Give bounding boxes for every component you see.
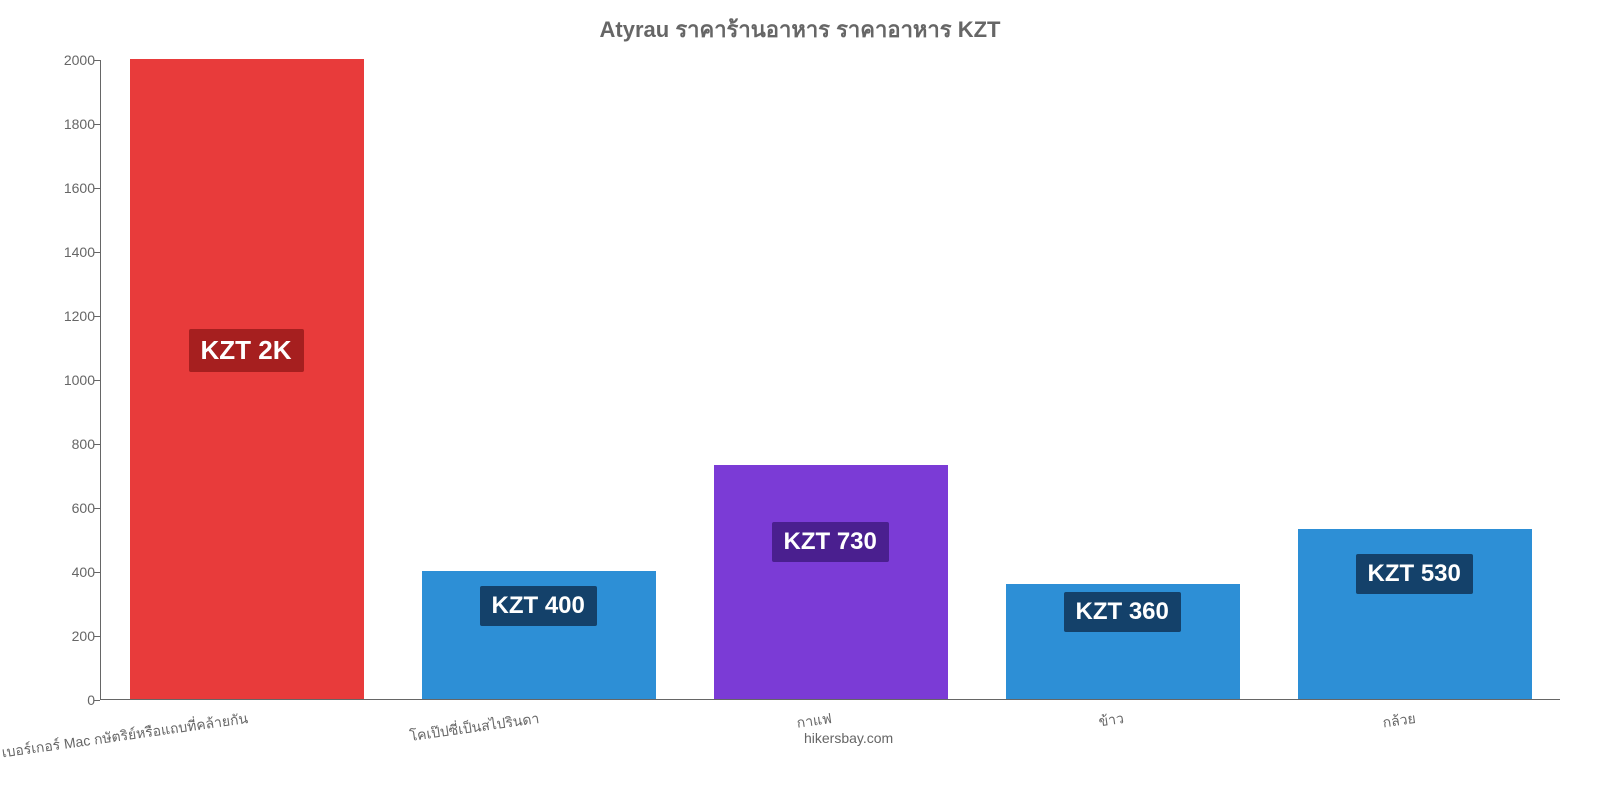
bar-value-badge: KZT 360 bbox=[1064, 592, 1181, 632]
x-axis-label: กล้วย bbox=[1381, 708, 1417, 734]
y-tick-label: 200 bbox=[45, 628, 95, 644]
plot-area bbox=[100, 60, 1560, 700]
chart-container: Atyrau ราคาร้านอาหาร ราคาอาหาร KZT 0 200 4… bbox=[0, 0, 1600, 800]
x-axis-label: เบอร์เกอร์ Mac กษัตริย์หรือแถบที่คล้ายกั… bbox=[0, 708, 249, 764]
y-tick-label: 0 bbox=[45, 692, 95, 708]
chart-title: Atyrau ราคาร้านอาหาร ราคาอาหาร KZT bbox=[0, 12, 1600, 47]
y-tick-label: 800 bbox=[45, 436, 95, 452]
y-tick-label: 1400 bbox=[45, 244, 95, 260]
y-tick-label: 600 bbox=[45, 500, 95, 516]
y-tick-mark bbox=[94, 60, 100, 61]
y-tick-mark bbox=[94, 124, 100, 125]
y-tick-mark bbox=[94, 188, 100, 189]
bar bbox=[130, 59, 364, 699]
bar-value-badge: KZT 2K bbox=[189, 329, 304, 372]
y-tick-mark bbox=[94, 700, 100, 701]
y-tick-label: 1600 bbox=[45, 180, 95, 196]
y-tick-label: 1800 bbox=[45, 116, 95, 132]
y-tick-mark bbox=[94, 572, 100, 573]
y-tick-mark bbox=[94, 252, 100, 253]
y-tick-label: 2000 bbox=[45, 52, 95, 68]
y-tick-mark bbox=[94, 380, 100, 381]
y-tick-mark bbox=[94, 444, 100, 445]
bar-slot bbox=[130, 59, 364, 699]
y-tick-label: 1200 bbox=[45, 308, 95, 324]
y-tick-mark bbox=[94, 316, 100, 317]
credit-text: hikersbay.com bbox=[804, 730, 893, 746]
bar-value-badge: KZT 730 bbox=[772, 522, 889, 562]
y-tick-label: 1000 bbox=[45, 372, 95, 388]
y-tick-mark bbox=[94, 636, 100, 637]
bar-slot bbox=[714, 465, 948, 699]
bar-value-badge: KZT 400 bbox=[480, 586, 597, 626]
x-axis-label: ข้าว bbox=[1097, 708, 1125, 733]
bar-value-badge: KZT 530 bbox=[1356, 554, 1473, 594]
x-axis-label: โคเป๊ปซี่เป็นสไปรินดา bbox=[409, 708, 541, 748]
bar bbox=[714, 465, 948, 699]
y-tick-label: 400 bbox=[45, 564, 95, 580]
y-tick-mark bbox=[94, 508, 100, 509]
